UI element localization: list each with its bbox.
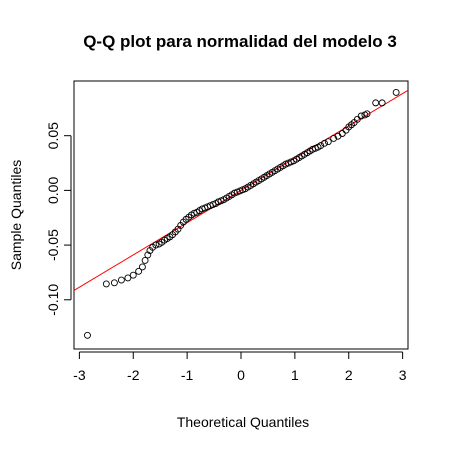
data-point <box>117 276 125 284</box>
chart-title: Q-Q plot para normalidad del modelo 3 <box>83 32 397 51</box>
data-point <box>378 99 386 107</box>
data-point <box>357 112 365 120</box>
data-point <box>317 142 325 149</box>
x-tick-label: 2 <box>345 367 353 383</box>
data-point <box>110 279 118 287</box>
x-tick-label: 0 <box>237 367 245 383</box>
data-point <box>321 139 328 147</box>
data-point <box>144 251 152 259</box>
data-point <box>102 280 110 288</box>
reference-line <box>73 89 409 291</box>
data-point <box>152 241 160 249</box>
x-tick-label: -1 <box>181 367 194 383</box>
data-point <box>138 263 146 271</box>
y-axis: -0.10 -0.05 0.00 0.05 <box>45 122 72 316</box>
data-point <box>141 256 149 264</box>
x-tick-label: 3 <box>399 367 407 383</box>
x-tick-label: -3 <box>73 367 86 383</box>
data-point <box>324 138 332 146</box>
y-tick-label: -0.05 <box>45 229 61 261</box>
data-point <box>372 99 380 107</box>
data-point <box>84 331 91 339</box>
data-point <box>338 130 346 137</box>
y-tick-label: 0.05 <box>45 122 61 149</box>
y-axis-label: Sample Quantiles <box>8 160 24 271</box>
data-point <box>392 89 400 96</box>
data-point <box>135 267 143 275</box>
data-point <box>124 274 132 282</box>
data-point <box>330 134 338 142</box>
x-tick-label: -2 <box>127 367 140 383</box>
x-axis-label: Theoretical Quantiles <box>177 414 309 430</box>
data-point <box>129 271 137 279</box>
plot-frame <box>73 80 409 350</box>
x-tick-label: 1 <box>291 367 299 383</box>
data-point <box>363 110 371 118</box>
y-tick-label: 0.00 <box>45 177 61 204</box>
y-tick-label: -0.10 <box>45 284 61 316</box>
x-axis: -3 -2 -1 0 1 2 3 <box>73 351 407 383</box>
